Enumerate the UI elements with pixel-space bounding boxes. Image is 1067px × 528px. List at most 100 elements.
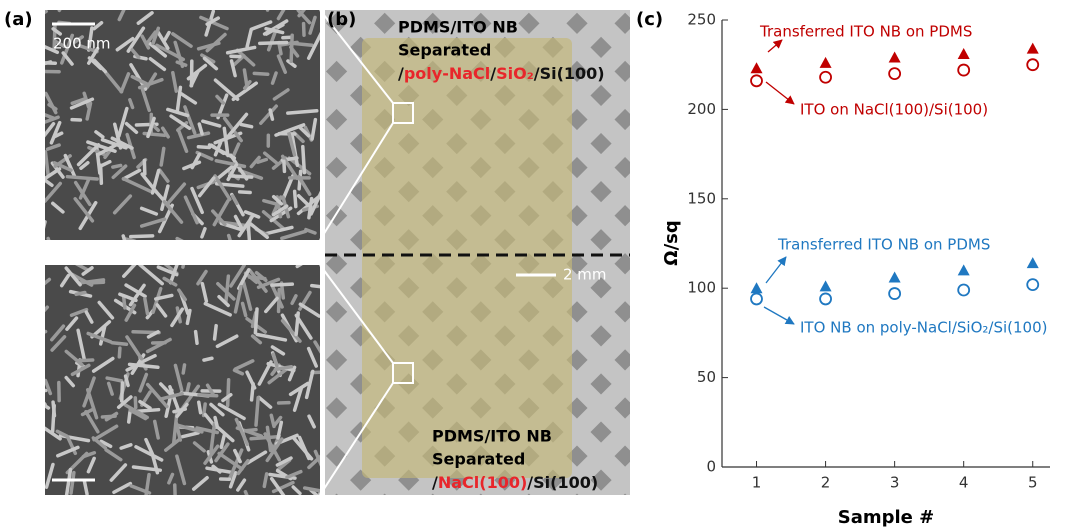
nanowire [35,332,45,336]
sample-label: /NaCl(100)/Si(100) [432,473,598,492]
nanowire [59,0,73,10]
nanowire [272,284,292,285]
point [751,282,763,293]
nanowire [295,191,296,206]
point [1027,59,1038,70]
nanowire [288,111,317,113]
nanowire [126,376,129,385]
nanowire [31,62,55,63]
label-segment: NaCl(100) [438,473,527,492]
point [889,288,900,299]
label-segment: /Si(100) [527,473,598,492]
nanowire [175,485,176,503]
nanowire [131,236,153,237]
nanowire [320,494,326,511]
nanowire [256,398,258,425]
sample-label: /poly-NaCl/SiO₂/Si(100) [398,64,605,83]
sample-label: PDMS/ITO NB [432,427,552,446]
nanowire [198,147,209,148]
annotation-arrow [768,40,782,52]
sample-label: Separated [432,450,525,469]
point [958,65,969,76]
nanowire [199,402,201,412]
nanowire [42,222,45,234]
page: (a) 200 nm (b) 2 mm PDMS/ITO NB Separate… [0,0,1067,528]
x-tick-label: 4 [959,474,969,492]
nanowire [249,277,265,278]
nanowire [124,297,125,308]
nanowire [251,437,278,439]
nanowire [215,418,217,427]
nanowire [38,11,47,16]
panel-label: (c) [636,9,663,30]
photo [325,10,630,495]
point [889,52,901,63]
annotation: Transferred ITO NB on PDMS [759,23,972,41]
point [1027,279,1038,290]
nanowire [254,73,267,74]
annotation-arrow [766,82,794,104]
y-tick-label: 150 [687,189,716,207]
nanowire [303,147,305,173]
point [820,280,832,291]
sample-label: PDMS/ITO NB [398,18,518,37]
nanowire [119,348,120,357]
point [820,293,831,304]
scale-label: 2 mm [563,266,607,284]
scale-label: 200 nm [53,35,111,53]
annotation: Transferred ITO NB on PDMS [777,236,990,254]
nanowire [255,309,257,333]
nanowire [264,474,266,486]
nanowire [129,412,130,422]
nanowire [228,380,229,406]
point [889,271,901,282]
panel-label: (b) [327,9,356,30]
x-tick-label: 2 [821,474,831,492]
point [1027,43,1039,54]
nanowire [187,384,189,393]
x-tick-label: 5 [1028,474,1038,492]
x-tick-label: 3 [890,474,900,492]
annotation-arrow [766,257,786,283]
y-tick-label: 100 [687,279,716,297]
nanowire [76,293,85,295]
nanowire [122,383,123,401]
nanowire [48,238,54,259]
nanowire [27,382,45,404]
nanowire [215,326,217,339]
label-segment: SiO₂ [496,64,534,83]
sample-label: Separated [398,41,491,60]
nanowire [283,37,291,38]
nanowire [252,384,254,400]
y-tick-label: 50 [697,368,716,386]
nanowire [291,35,292,61]
nanowire [284,161,285,171]
nanowire [226,276,228,302]
nanowire [270,110,272,119]
nanowire [230,176,252,177]
label-segment: /Si(100) [534,64,605,83]
point [958,48,970,59]
nanowire [260,42,287,43]
x-axis-label: Sample # [838,507,934,528]
nanowire [113,165,121,167]
nanowire [183,257,185,267]
nanowire [199,395,217,396]
nanowire [204,358,212,360]
nanowire [67,177,97,179]
nanowire [229,236,231,244]
point [958,264,970,275]
y-axis-label: Ω/sq [661,220,682,265]
plot: 05010015020025012345Transferred ITO NB o… [687,11,1050,492]
nanowire [241,125,251,127]
nanowire [187,310,189,323]
nanowire [125,239,135,241]
y-tick-label: 250 [687,11,716,29]
annotation: ITO on NaCl(100)/Si(100) [800,101,988,119]
point [1027,257,1039,268]
y-tick-label: 200 [687,100,716,118]
nanowire [248,225,250,254]
point [751,62,763,73]
nanowire [78,360,93,361]
point [958,284,969,295]
